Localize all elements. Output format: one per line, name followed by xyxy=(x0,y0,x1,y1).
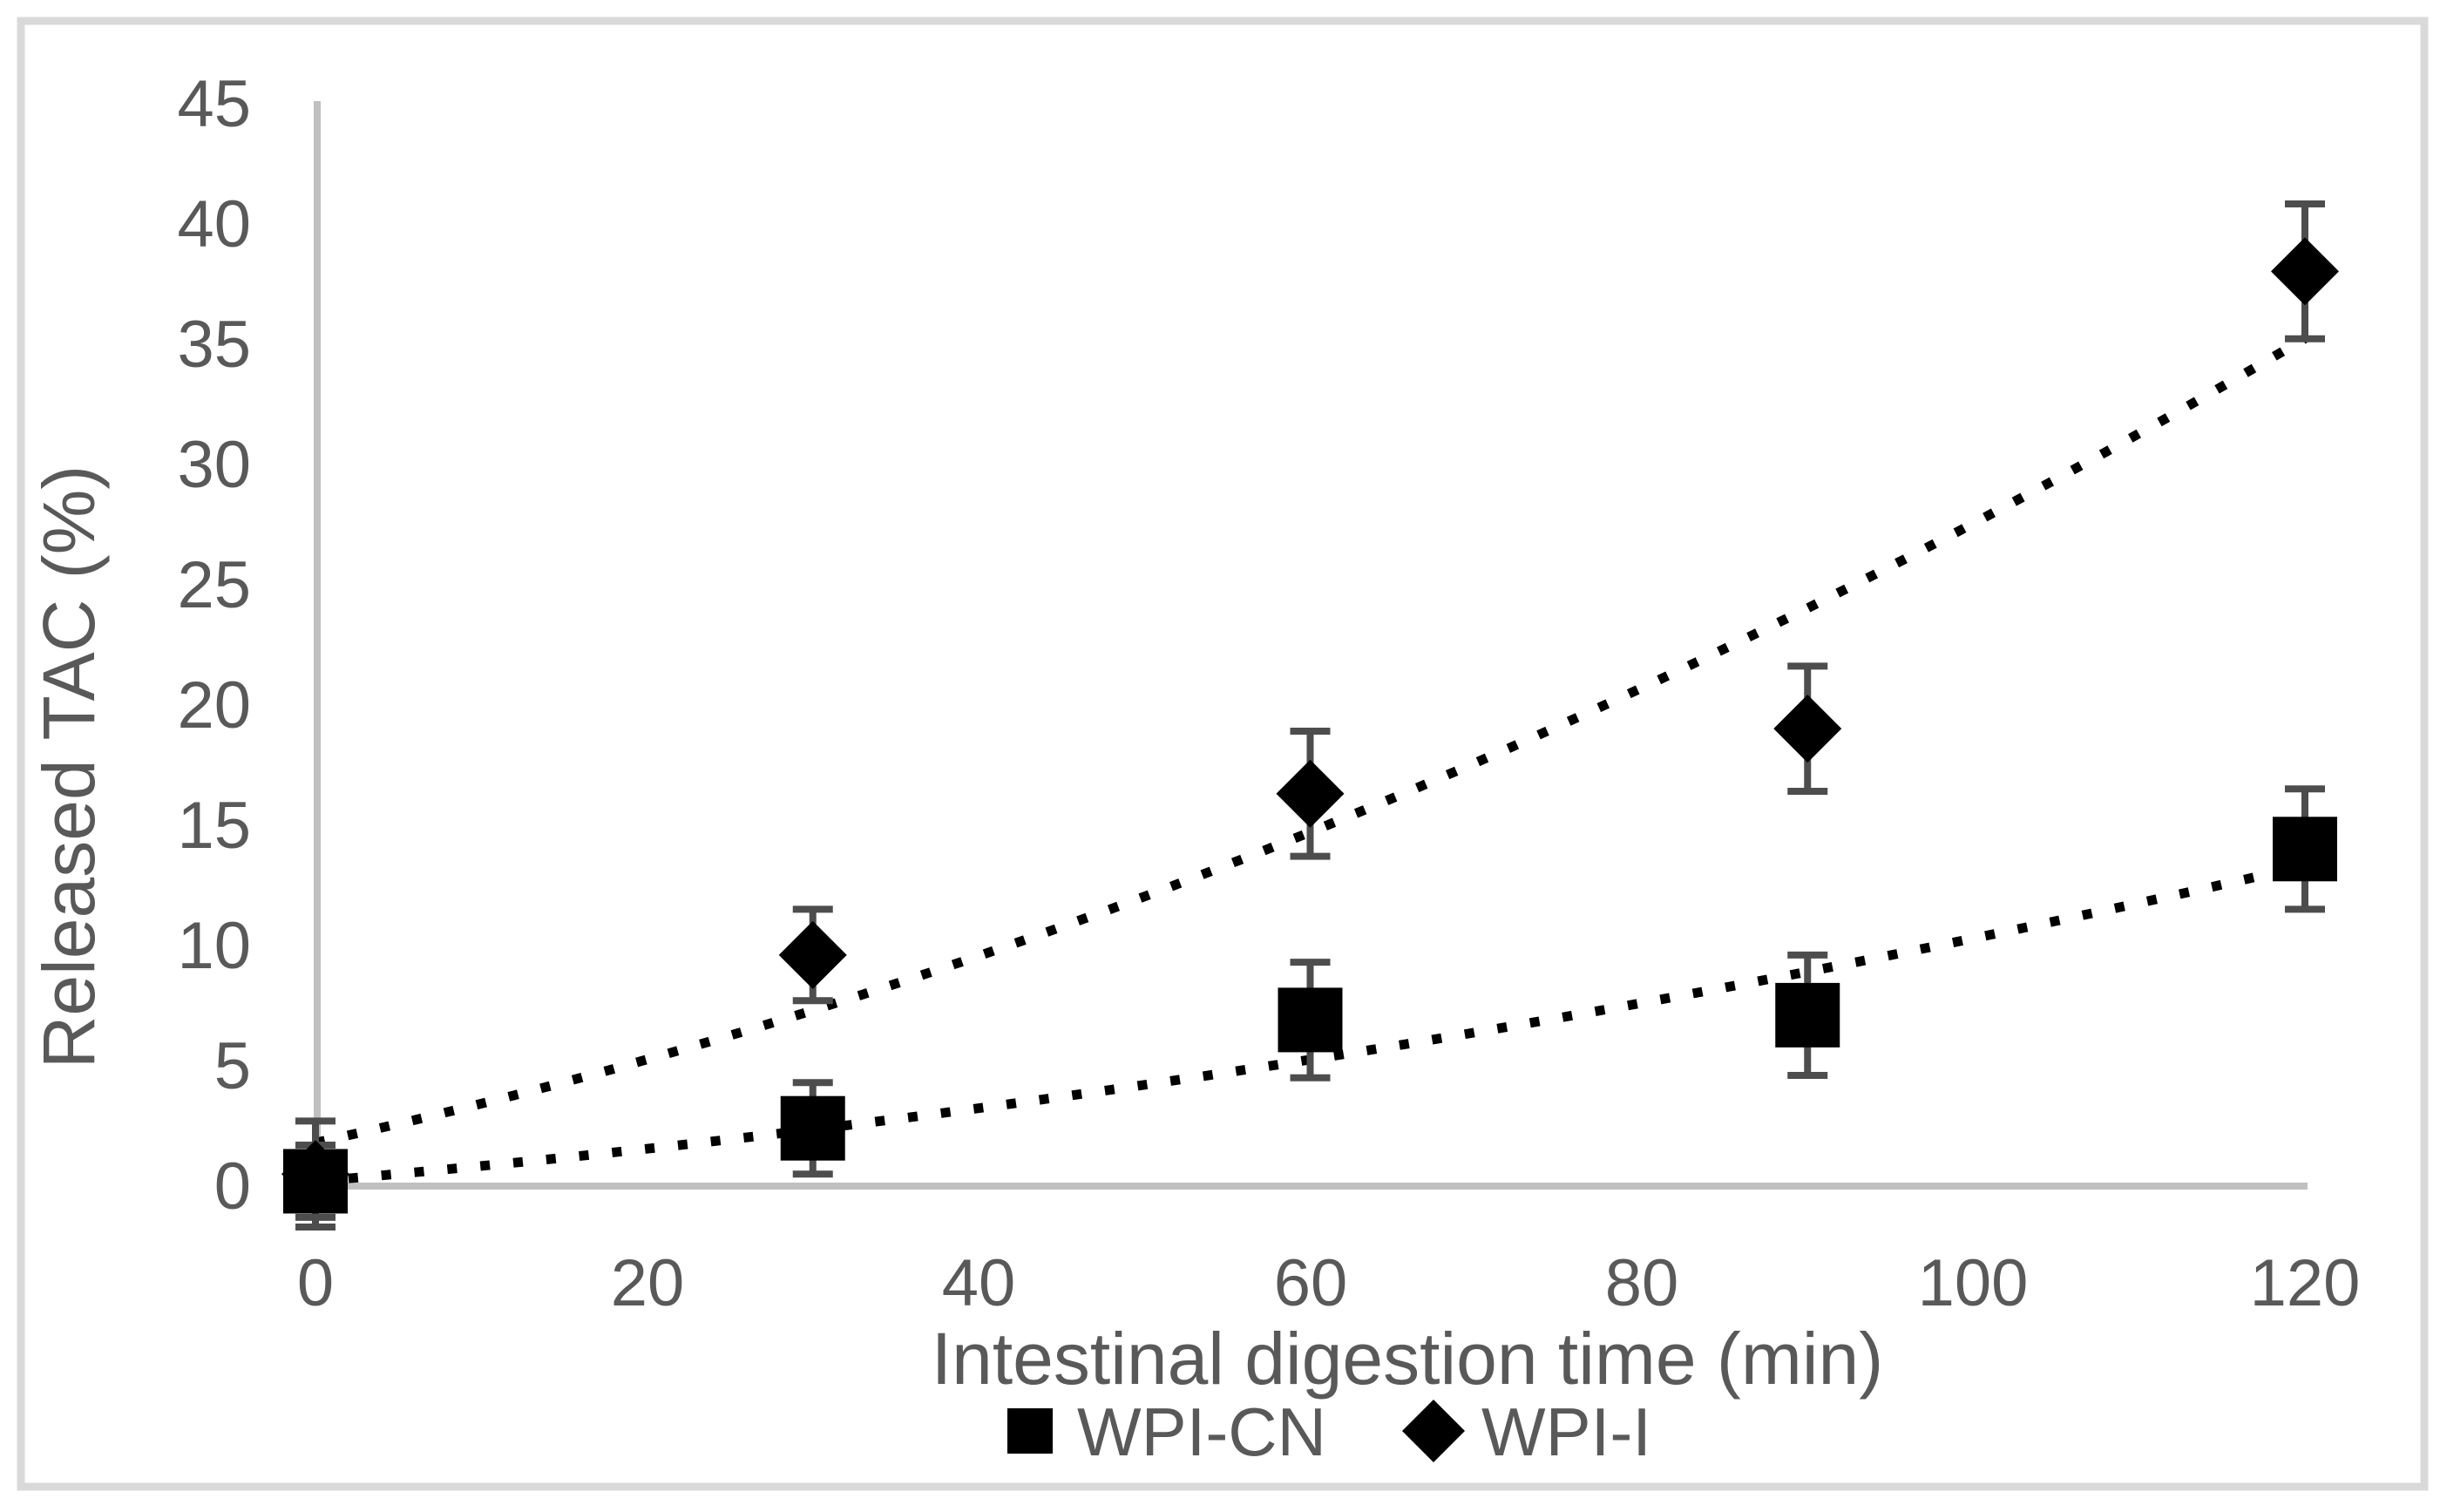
y-tick-label: 40 xyxy=(177,187,251,261)
figure-border xyxy=(17,17,2429,1491)
x-axis-title: Intestinal digestion time (min) xyxy=(932,1318,1883,1400)
y-tick-label: 45 xyxy=(177,67,251,141)
y-axis-title: Released TAC (%) xyxy=(28,465,110,1068)
x-tick-label: 0 xyxy=(297,1246,334,1320)
legend-item-wpi-cn: WPI-CN xyxy=(1007,1393,1326,1470)
data-point-square xyxy=(1775,982,1840,1048)
x-tick-label: 40 xyxy=(942,1246,1016,1320)
legend-label-wpi-cn: WPI-CN xyxy=(1077,1393,1326,1470)
x-tick-label: 100 xyxy=(1918,1246,2029,1320)
y-tick-label: 5 xyxy=(214,1029,251,1103)
y-tick-label: 15 xyxy=(177,789,251,863)
y-tick-label: 25 xyxy=(177,548,251,622)
square-marker-icon xyxy=(1007,1408,1053,1454)
data-point-diamond xyxy=(1276,759,1345,828)
x-tick-label: 80 xyxy=(1605,1246,1679,1320)
x-axis-tick-labels: 0 20 40 60 80 100 120 xyxy=(297,1246,2361,1320)
y-tick-label: 30 xyxy=(177,428,251,502)
y-tick-label: 35 xyxy=(177,308,251,382)
data-point-square xyxy=(2273,817,2337,882)
data-point-square xyxy=(780,1095,845,1161)
chart-legend: WPI-CN WPI-I xyxy=(1007,1393,1651,1470)
data-point-diamond xyxy=(1773,695,1842,763)
x-tick-label: 20 xyxy=(611,1246,685,1320)
data-point-square xyxy=(1278,987,1343,1053)
legend-item-wpi-i: WPI-I xyxy=(1402,1393,1651,1470)
y-axis-tick-labels: 45 40 35 30 25 20 15 10 5 0 xyxy=(177,67,251,1224)
data-point-diamond xyxy=(778,920,847,989)
legend-label-wpi-i: WPI-I xyxy=(1481,1393,1651,1470)
x-tick-label: 120 xyxy=(2250,1246,2361,1320)
plot-area xyxy=(281,200,2339,1231)
x-tick-label: 60 xyxy=(1274,1246,1348,1320)
data-point-square xyxy=(283,1149,348,1214)
y-tick-label: 0 xyxy=(214,1149,251,1224)
diamond-marker-icon xyxy=(1402,1400,1465,1462)
data-point-diamond xyxy=(2271,237,2339,306)
y-tick-label: 10 xyxy=(177,909,251,983)
y-tick-label: 20 xyxy=(177,668,251,742)
